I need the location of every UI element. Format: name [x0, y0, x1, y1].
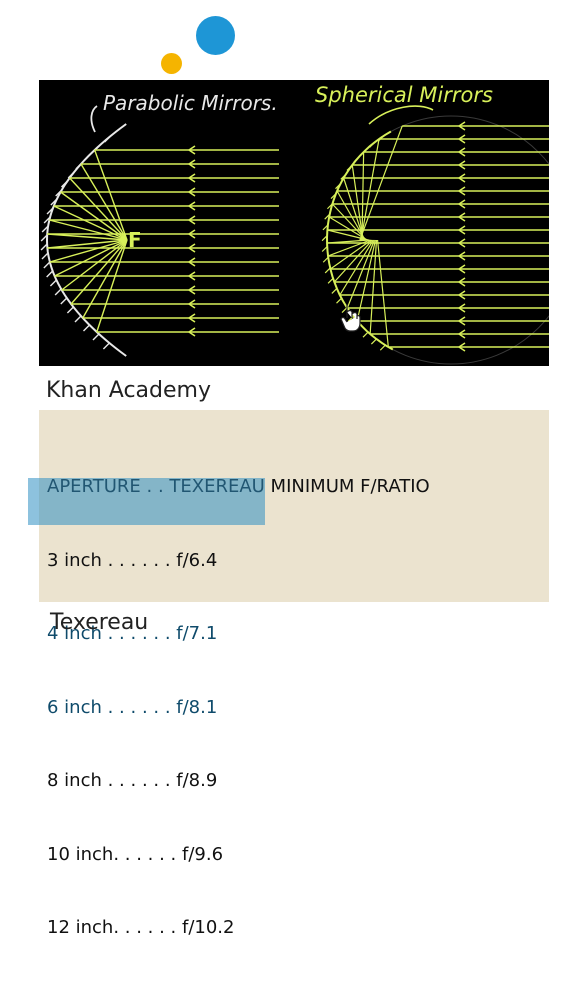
- parabolic-mirror-drawing: [40, 105, 279, 357]
- table-row: 3 inch . . . . . . f/6.4: [47, 549, 218, 571]
- blue-dot-icon: [196, 16, 235, 55]
- parabolic-mirrors-label: Parabolic Mirrors.: [103, 91, 278, 115]
- video-source-caption: Khan Academy: [46, 378, 211, 403]
- yellow-dot-icon: [161, 53, 182, 74]
- focus-point-label: F: [128, 228, 142, 252]
- table-row: 12 inch. . . . . . f/10.2: [47, 917, 235, 938]
- table-row: 10 inch. . . . . . f/9.6: [47, 843, 224, 865]
- table-row-highlighted: 6 inch . . . . . . f/8.1: [47, 696, 218, 718]
- spherical-mirror-drawing: [321, 105, 549, 365]
- table-row: 8 inch . . . . . . f/8.9: [47, 770, 218, 791]
- mirror-diagram-video-frame: Parabolic Mirrors. Spherical Mirrors F: [39, 80, 549, 366]
- row-highlight: [28, 478, 265, 525]
- table-row-highlighted: 4 inch . . . . . . f/7.1: [47, 623, 218, 644]
- hand-pointer-icon: [340, 304, 361, 332]
- table-source-caption: Texereau: [50, 610, 149, 635]
- spherical-mirrors-label: Spherical Mirrors: [315, 83, 493, 107]
